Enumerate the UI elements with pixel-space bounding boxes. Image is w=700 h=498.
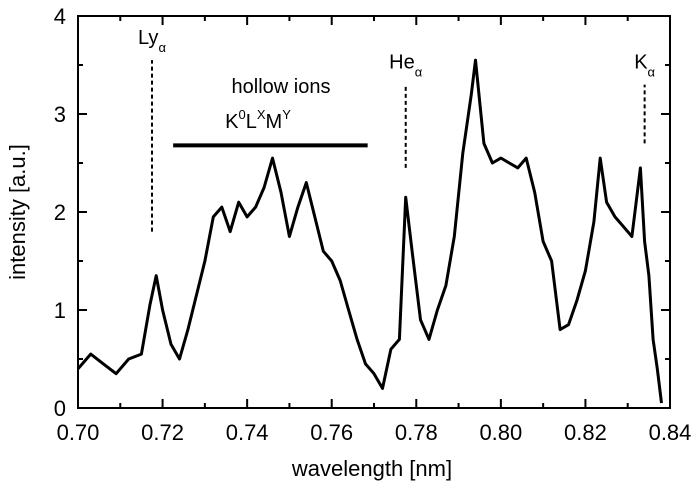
y-tick-label: 1 — [54, 298, 66, 323]
plot-frame — [77, 15, 671, 409]
intensity-series-line — [76, 58, 663, 404]
x-tick-label: 0.78 — [395, 420, 438, 445]
hollow-ions-label: hollow ions — [232, 76, 331, 98]
tick-labels: 0.70 0.72 0.74 0.76 0.78 0.80 0.82 0.84 0 1 2 3 4 — [54, 4, 692, 445]
x-tick-label: 0.74 — [226, 420, 269, 445]
x-tick-label: 0.84 — [649, 420, 692, 445]
peak-label: Heα — [389, 52, 423, 80]
x-tick-label: 0.80 — [479, 420, 522, 445]
hollow-ions-formula: K0LXMY — [225, 107, 291, 133]
axis-ticks — [77, 15, 671, 409]
x-tick-label: 0.70 — [57, 420, 100, 445]
y-axis-title: intensity [a.u.] — [5, 144, 30, 280]
y-tick-label: 4 — [54, 4, 66, 29]
peak-annotations: Lyα Heα Kα — [138, 27, 656, 232]
y-tick-label: 3 — [54, 102, 66, 127]
x-axis-title: wavelength [nm] — [291, 456, 452, 481]
x-tick-label: 0.82 — [564, 420, 607, 445]
peak-label: Lyα — [138, 27, 166, 55]
peak-label: Kα — [634, 52, 655, 80]
x-tick-label: 0.76 — [310, 420, 353, 445]
x-tick-label: 0.72 — [141, 420, 184, 445]
y-tick-label: 0 — [54, 396, 66, 421]
y-tick-label: 2 — [54, 200, 66, 225]
